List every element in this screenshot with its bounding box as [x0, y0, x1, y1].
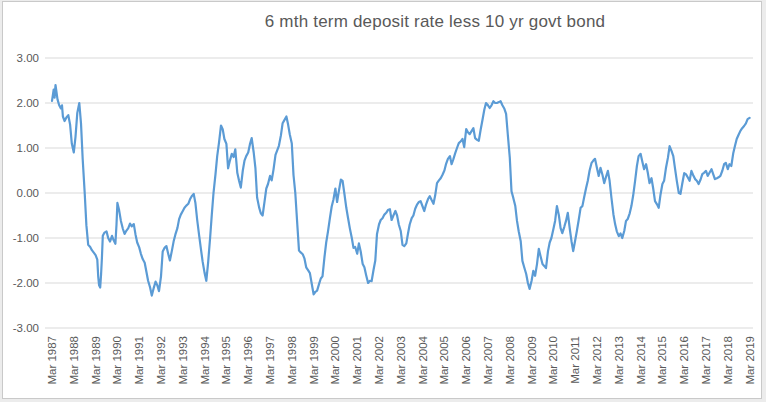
- y-axis-tick-label: 1.00: [17, 142, 39, 154]
- x-axis-tick-label: Mar 1999: [308, 336, 320, 385]
- x-axis-tick-label: Mar 1997: [264, 336, 276, 385]
- x-axis-tick-label: Mar 1987: [46, 336, 58, 385]
- series-line: [52, 85, 750, 296]
- x-axis-tick-label: Mar 1996: [242, 336, 254, 385]
- x-axis-tick-label: Mar 1990: [111, 336, 123, 385]
- x-axis-tick-label: Mar 2006: [460, 336, 472, 385]
- x-axis-tick-label: Mar 2012: [591, 336, 603, 385]
- x-axis-tick-label: Mar 2003: [395, 336, 407, 385]
- x-axis-tick-label: Mar 2011: [569, 336, 581, 384]
- x-axis-tick-label: Mar 1993: [177, 336, 189, 385]
- x-axis-tick-label: Mar 2008: [504, 336, 516, 385]
- x-axis-tick-label: Mar 2002: [373, 336, 385, 385]
- x-axis-tick-label: Mar 1988: [68, 336, 80, 385]
- y-axis-tick-label: 0.00: [17, 187, 39, 199]
- x-axis-tick-label: Mar 1998: [286, 336, 298, 385]
- x-axis-tick-label: Mar 2016: [678, 336, 690, 385]
- x-axis-tick-label: Mar 2017: [700, 336, 712, 385]
- plot-area: 3.00 2.00 1.00 0.00 -1.00 -2.00 -3.00 Mar 1987 M…: [0, 0, 766, 402]
- y-axis-tick-label: 3.00: [17, 52, 39, 64]
- y-axis-tick-label: -2.00: [13, 277, 39, 289]
- x-axis-tick-label: Mar 2009: [526, 336, 538, 385]
- x-axis-tick-label: Mar 1992: [155, 336, 167, 385]
- x-axis-tick-label: Mar 2010: [547, 336, 559, 385]
- x-axis-tick-label: Mar 2005: [438, 336, 450, 385]
- x-axis-tick-label: Mar 1994: [199, 335, 211, 384]
- x-axis-tick-label: Mar 2000: [329, 336, 341, 385]
- x-axis-tick-label: Mar 2001: [351, 336, 363, 385]
- x-axis-tick-label: Mar 2004: [417, 335, 429, 384]
- x-axis-tick-label: Mar 2018: [722, 336, 734, 385]
- y-axis-tick-label: 2.00: [17, 97, 39, 109]
- y-axis-tick-label: -3.00: [13, 322, 39, 334]
- x-axis-tick-label: Mar 2013: [613, 336, 625, 385]
- x-axis-tick-label: Mar 1995: [220, 336, 232, 385]
- x-axis-tick-label: Mar 1989: [90, 336, 102, 385]
- y-axis-tick-label: -1.00: [13, 232, 39, 244]
- x-axis-tick-label: Mar 2014: [635, 335, 647, 384]
- x-axis-tick-label: Mar 2007: [482, 336, 494, 385]
- x-axis-tick-label: Mar 1991: [133, 336, 145, 385]
- x-axis-tick-label: Mar 2015: [656, 336, 668, 385]
- x-axis-tick-label: Mar 2019: [744, 336, 756, 385]
